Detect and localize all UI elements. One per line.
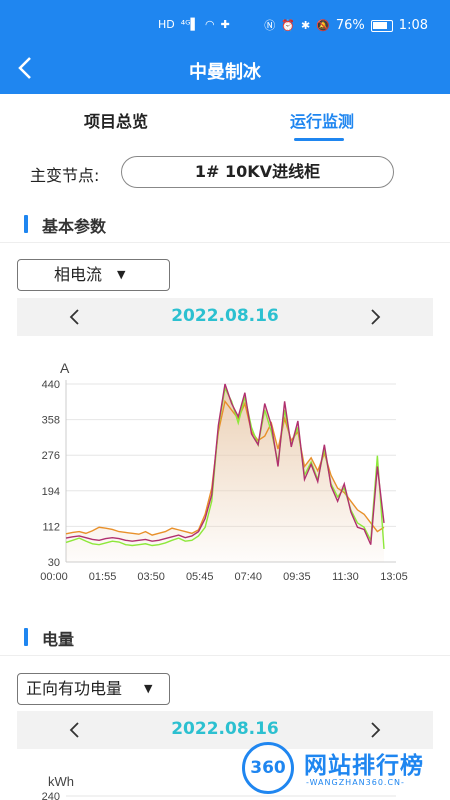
- section-accent-bar: [24, 628, 28, 646]
- date-navigator-2: 2022.08.16: [17, 711, 433, 749]
- battery-icon: [370, 19, 393, 32]
- param-dropdown[interactable]: 相电流 ▼: [17, 259, 170, 291]
- section-title: 电量: [42, 630, 75, 649]
- battery-percent: 76%: [335, 18, 365, 33]
- caret-down-icon: ▼: [117, 268, 126, 281]
- x-tick-label: 01:55: [89, 571, 117, 583]
- energy-chart: kWh 240: [42, 774, 396, 800]
- bluetooth-icon: ✱: [300, 18, 311, 32]
- dropdown-value: 相电流: [54, 265, 103, 284]
- tab-overview[interactable]: 项目总览: [84, 112, 149, 131]
- series-line-2: [65, 383, 385, 545]
- alarm-icon: ⏰: [281, 18, 295, 32]
- x-tick-label: 07:40: [235, 571, 263, 583]
- back-button[interactable]: [14, 52, 42, 84]
- date-label: 2022.08.16: [171, 719, 279, 739]
- caret-down-icon: ▼: [144, 682, 153, 695]
- y-tick-label: 440: [42, 379, 60, 391]
- watermark-text: 网站排行榜: [304, 753, 424, 779]
- nfc-icon: Ⓝ: [264, 18, 276, 32]
- date-navigator: 2022.08.16: [17, 298, 433, 336]
- energy-dropdown[interactable]: 正向有功电量 ▼: [17, 673, 170, 705]
- y-tick-label: 30: [48, 557, 60, 569]
- wifi-icon: ◠: [205, 18, 215, 31]
- status-bar: HD ⁴ᴳ▌ ◠ ✚ Ⓝ ⏰ ✱ 🔕 76% 1:08: [0, 0, 450, 52]
- y-tick-label: 194: [42, 486, 60, 498]
- hd-icon: HD: [158, 18, 175, 31]
- dropdown-value: 正向有功电量: [26, 679, 123, 698]
- chevron-left-icon[interactable]: [67, 719, 83, 741]
- x-tick-label: 09:35: [283, 571, 311, 583]
- section-accent-bar: [24, 215, 28, 233]
- y-tick-label: 240: [42, 791, 60, 800]
- y-tick-label: 112: [42, 521, 60, 533]
- status-time: 1:08: [398, 18, 428, 33]
- node-row: 主变节点: 1# 10KV进线柜: [0, 156, 450, 190]
- series-line-0: [65, 399, 385, 536]
- x-tick-label: 13:05: [380, 571, 408, 583]
- app-header: HD ⁴ᴳ▌ ◠ ✚ Ⓝ ⏰ ✱ 🔕 76% 1:08 中曼制冰: [0, 0, 450, 94]
- x-tick-label: 05:45: [186, 571, 214, 583]
- y-tick-label: 358: [42, 415, 60, 427]
- series-area: [66, 384, 384, 562]
- chevron-right-icon[interactable]: [367, 306, 383, 328]
- watermark-logo: 360: [242, 742, 294, 794]
- node-select[interactable]: 1# 10KV进线柜: [121, 156, 394, 188]
- chevron-right-icon[interactable]: [367, 719, 383, 741]
- node-label: 主变节点:: [30, 166, 100, 185]
- y-tick-label: 276: [42, 450, 60, 462]
- chevron-left-icon: [18, 57, 31, 79]
- x-tick-label: 03:50: [137, 571, 165, 583]
- y-unit-label: A: [60, 360, 70, 376]
- puzzle-icon: ✚: [220, 18, 230, 31]
- y-unit-label: kWh: [48, 774, 74, 789]
- x-tick-label: 00:00: [40, 571, 68, 583]
- watermark-subtext: -WANGZHAN360.CN-: [306, 778, 405, 787]
- watermark: 360 网站排行榜 -WANGZHAN360.CN-: [238, 740, 450, 800]
- mute-icon: 🔕: [316, 18, 330, 32]
- chevron-left-icon[interactable]: [67, 306, 83, 328]
- section-basic-params: 基本参数: [0, 207, 450, 243]
- status-left-icons: HD ⁴ᴳ▌ ◠ ✚: [158, 18, 230, 32]
- tab-monitoring[interactable]: 运行监测: [290, 112, 355, 131]
- active-tab-indicator: [294, 138, 344, 141]
- x-tick-label: 11:30: [332, 571, 359, 583]
- date-label: 2022.08.16: [171, 306, 279, 326]
- section-title: 基本参数: [42, 217, 107, 236]
- status-right-icons: Ⓝ ⏰ ✱ 🔕 76% 1:08: [264, 18, 428, 33]
- section-energy: 电量: [0, 620, 450, 656]
- signal-icon: ⁴ᴳ▌: [180, 18, 199, 31]
- tab-bar: 项目总览 运行监测: [0, 94, 450, 144]
- page-title: 中曼制冰: [189, 62, 261, 83]
